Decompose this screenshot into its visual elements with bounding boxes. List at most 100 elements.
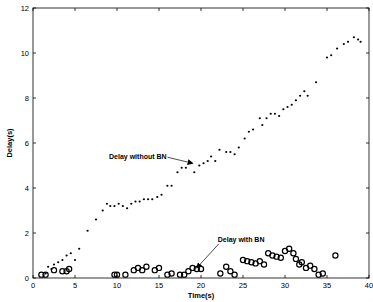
dot-point — [118, 203, 120, 205]
y-tick-right — [366, 98, 369, 99]
annotation-text: Delay with BN — [218, 236, 265, 244]
dot-point — [106, 203, 108, 205]
x-tick-top — [201, 8, 202, 11]
dot-point — [353, 36, 355, 38]
dot-point — [151, 198, 153, 200]
y-tick-label: 12 — [21, 4, 29, 13]
x-tick — [285, 275, 286, 278]
y-tick-label: 4 — [25, 184, 29, 193]
x-tick-label: 40 — [365, 281, 373, 290]
y-tick — [33, 278, 36, 279]
dot-point — [274, 113, 276, 115]
dot-point — [176, 171, 178, 173]
x-tick-top — [285, 8, 286, 11]
dot-point — [171, 185, 173, 187]
x-tick — [159, 275, 160, 278]
dot-point — [238, 146, 240, 148]
y-axis-label: Delay(s) — [5, 128, 14, 158]
dot-point — [87, 230, 89, 232]
dot-point — [160, 194, 162, 196]
circle-point — [293, 256, 298, 261]
y-tick-right — [366, 233, 369, 234]
x-tick-label: 20 — [197, 281, 205, 290]
dot-point — [193, 171, 195, 173]
x-tick-label: 15 — [155, 281, 163, 290]
dot-point — [259, 117, 261, 119]
dot-point — [357, 38, 359, 40]
x-tick-top — [327, 8, 328, 11]
y-tick-label: 10 — [21, 49, 29, 58]
dot-point — [343, 43, 345, 45]
dot-point — [299, 95, 301, 97]
x-axis-label: Time(s) — [188, 291, 215, 300]
x-tick-label: 10 — [113, 281, 121, 290]
y-tick-right — [366, 143, 369, 144]
circle-point — [156, 265, 161, 270]
y-tick-label: 2 — [25, 229, 29, 238]
dot-point — [134, 200, 136, 202]
dot-point — [47, 266, 49, 268]
circle-point — [278, 255, 283, 260]
dot-point — [234, 153, 236, 155]
x-tick-top — [117, 8, 118, 11]
y-tick-right — [366, 8, 369, 9]
dot-point — [244, 137, 246, 139]
dot-point — [270, 113, 272, 115]
circle-point — [320, 271, 325, 276]
dot-point — [295, 99, 297, 101]
dot-point — [261, 124, 263, 126]
dot-point — [207, 160, 209, 162]
circle-point — [287, 246, 292, 251]
circle-point — [312, 266, 317, 271]
dot-point — [286, 106, 288, 108]
y-tick — [33, 98, 36, 99]
x-tick-label: 25 — [239, 281, 247, 290]
dot-point — [347, 41, 349, 43]
circle-point — [67, 266, 72, 271]
y-tick-label: 0 — [25, 274, 29, 283]
y-tick — [33, 8, 36, 9]
dot-point — [147, 198, 149, 200]
chart-container: 0510152025303540024681012Time(s)Delay(s)… — [0, 0, 373, 302]
y-tick — [33, 53, 36, 54]
dot-point — [122, 205, 124, 207]
circle-point — [43, 272, 48, 277]
dot-point — [214, 160, 216, 162]
dot-point — [303, 90, 305, 92]
dot-point — [218, 149, 220, 151]
x-tick-top — [243, 8, 244, 11]
dot-point — [57, 261, 59, 263]
dot-point — [252, 128, 254, 130]
x-tick — [75, 275, 76, 278]
dot-point — [185, 167, 187, 169]
circle-point — [51, 268, 56, 273]
dot-point — [265, 117, 267, 119]
circle-point — [261, 262, 266, 267]
dot-point — [307, 95, 309, 97]
circle-point — [232, 272, 237, 277]
series-0 — [45, 36, 362, 274]
dot-point — [326, 56, 328, 58]
dot-point — [202, 162, 204, 164]
dot-point — [53, 263, 55, 265]
dot-point — [102, 209, 104, 211]
x-tick-top — [369, 8, 370, 11]
x-tick-top — [75, 8, 76, 11]
series-1 — [39, 246, 338, 277]
x-tick — [369, 275, 370, 278]
dot-point — [336, 47, 338, 49]
dot-point — [74, 259, 76, 261]
dot-point — [109, 205, 111, 207]
dot-point — [229, 151, 231, 153]
dot-point — [248, 131, 250, 133]
x-tick — [201, 275, 202, 278]
circle-point — [291, 251, 296, 256]
dot-point — [360, 41, 362, 43]
dot-point — [282, 108, 284, 110]
circle-point — [144, 264, 149, 269]
dot-point — [225, 151, 227, 153]
dot-point — [113, 205, 115, 207]
circle-point — [333, 253, 338, 258]
x-tick-label: 30 — [281, 281, 289, 290]
x-tick — [327, 275, 328, 278]
